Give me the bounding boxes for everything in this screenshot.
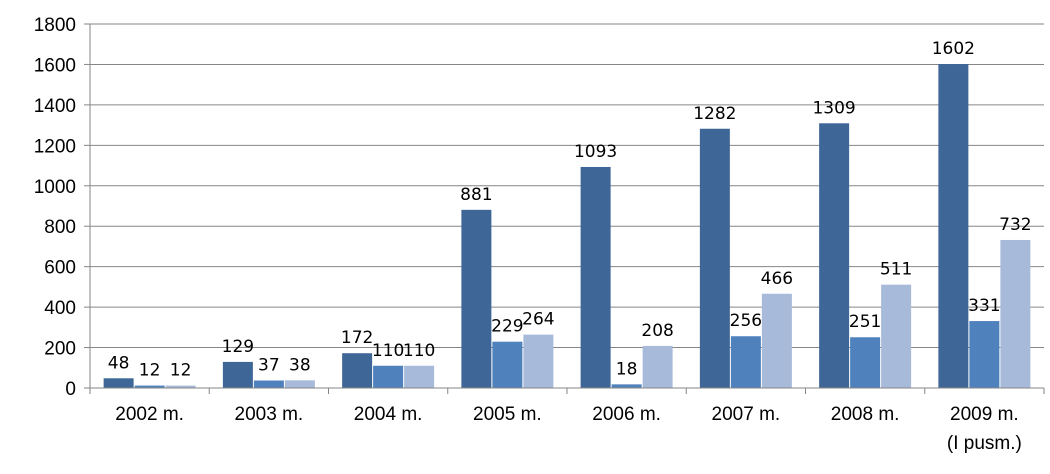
bar	[284, 380, 315, 388]
x-tick-label: 2003 m.	[235, 404, 304, 425]
bar	[761, 293, 792, 388]
data-label: 12	[170, 361, 192, 381]
bar	[134, 385, 165, 388]
x-tick-label: 2005 m.	[473, 404, 542, 425]
x-tick-label: 2008 m.	[831, 404, 900, 425]
data-label: 38	[289, 355, 311, 375]
gridlines	[90, 23, 1044, 349]
bar	[642, 345, 673, 388]
data-label: 18	[616, 359, 638, 379]
data-label: 48	[108, 353, 130, 373]
y-tick-label: 800	[44, 217, 76, 238]
y-tick-label: 1000	[34, 177, 76, 198]
data-label: 331	[968, 296, 1000, 316]
bar	[611, 384, 642, 388]
data-label: 466	[761, 269, 793, 289]
bar	[580, 166, 611, 388]
data-label: 37	[258, 356, 280, 376]
bar	[850, 337, 881, 388]
data-label: 229	[491, 317, 523, 337]
data-label: 881	[460, 185, 492, 205]
y-tick-label: 1200	[34, 136, 76, 157]
data-label: 1282	[693, 104, 736, 124]
bar	[461, 209, 492, 388]
data-label: 264	[522, 310, 554, 330]
bar	[730, 336, 761, 388]
y-tick-label: 1400	[34, 96, 76, 117]
x-axis-ticks: 2002 m. 2003 m. 2004 m. 2005 m. 2006 m. 2007 …	[89, 388, 1045, 454]
data-label: 511	[880, 260, 912, 280]
bar	[404, 365, 435, 388]
data-label: 251	[849, 312, 881, 332]
bar	[373, 365, 404, 388]
y-tick-label: 1600	[34, 55, 76, 76]
data-label: 256	[730, 311, 762, 331]
y-tick-label: 400	[44, 298, 76, 319]
data-label: 1093	[574, 142, 617, 162]
x-tick-label: 2007 m.	[712, 404, 781, 425]
data-label: 732	[999, 215, 1031, 235]
data-label: 12	[139, 361, 161, 381]
y-tick-label: 0	[65, 379, 76, 400]
x-tick-label: (I pusm.)	[947, 433, 1022, 454]
x-tick-label: 2004 m.	[354, 404, 423, 425]
bar	[819, 123, 850, 389]
bar	[699, 128, 730, 389]
bars	[103, 64, 1031, 389]
data-label: 110	[372, 341, 404, 361]
bar	[165, 385, 196, 388]
bar	[881, 284, 912, 388]
x-tick-label: 2006 m.	[592, 404, 661, 425]
bar	[1000, 239, 1031, 388]
bar	[969, 321, 1000, 388]
x-tick-label: 2009 m.	[950, 404, 1019, 425]
y-tick-label: 1800	[34, 15, 76, 36]
bar	[492, 341, 523, 388]
bar	[222, 361, 253, 388]
y-axis-ticks: 0 200 400 600 800 1000 1200 1400 1600 1800	[34, 15, 91, 400]
data-label: 172	[341, 328, 373, 348]
data-label: 208	[641, 321, 673, 341]
bar	[523, 334, 554, 388]
x-tick-label: 2002 m.	[115, 404, 184, 425]
bar	[938, 64, 969, 388]
y-tick-label: 200	[44, 339, 76, 360]
bar	[342, 353, 373, 388]
data-label: 129	[222, 337, 254, 357]
data-label: 110	[403, 341, 435, 361]
y-tick-label: 600	[44, 258, 76, 279]
bar	[103, 378, 134, 388]
data-label: 1602	[932, 39, 975, 59]
bar	[253, 380, 284, 388]
data-label: 1309	[812, 98, 855, 118]
